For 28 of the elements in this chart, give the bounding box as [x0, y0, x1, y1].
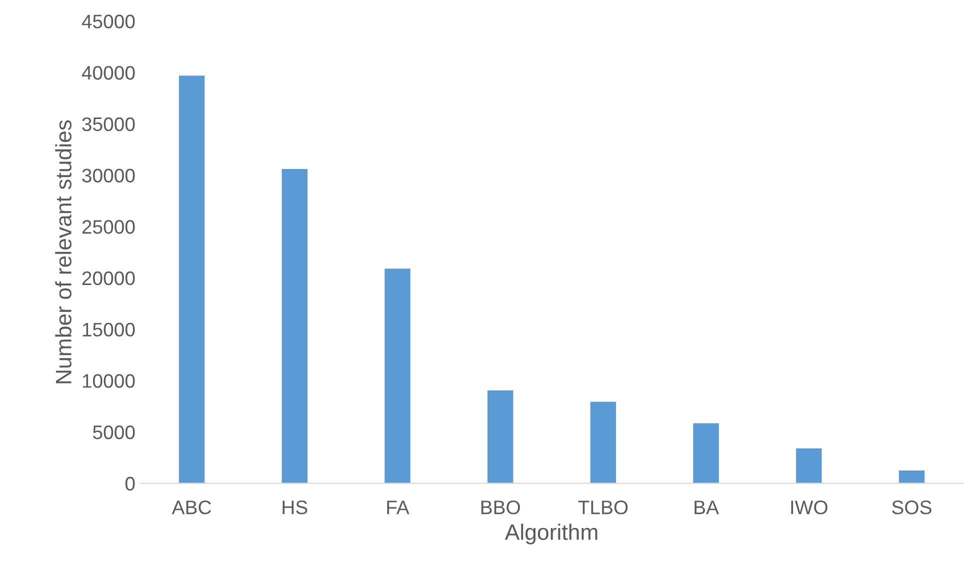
bar	[487, 390, 514, 484]
bar	[693, 423, 719, 484]
y-tick-label: 5000	[93, 425, 135, 440]
bar	[384, 268, 410, 484]
x-tick-label: SOS	[892, 500, 932, 514]
x-tick-label: ABC	[172, 500, 212, 514]
y-tick-label: 30000	[82, 168, 135, 182]
y-axis-title: Number of relevant studies	[55, 120, 72, 384]
bar	[282, 169, 308, 484]
y-tick-label: 45000	[82, 14, 135, 28]
bar	[796, 448, 822, 484]
x-axis-title: Algorithm	[504, 524, 598, 544]
y-tick-label: 10000	[82, 374, 135, 388]
y-tick-label: 25000	[82, 220, 135, 234]
x-tick-label: FA	[387, 500, 410, 514]
y-tick-label: 0	[125, 476, 135, 491]
y-tick-label: 35000	[82, 117, 135, 132]
y-tick-label: 15000	[82, 322, 135, 337]
x-tick-label: HS	[282, 500, 308, 514]
bar	[898, 470, 925, 484]
x-tick-label: TLBO	[578, 500, 628, 514]
x-tick-label: BA	[694, 500, 719, 514]
bar	[590, 402, 616, 484]
x-tick-label: IWO	[791, 500, 828, 514]
y-tick-label: 40000	[82, 66, 135, 80]
bar	[178, 76, 205, 484]
y-tick-label: 20000	[82, 271, 135, 286]
x-tick-label: BBO	[481, 500, 520, 514]
